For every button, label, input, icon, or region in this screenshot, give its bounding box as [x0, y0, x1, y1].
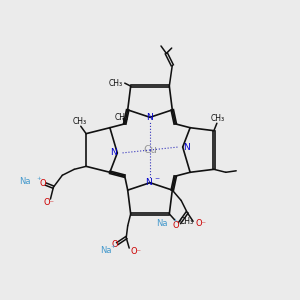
- Text: Cu: Cu: [143, 145, 157, 155]
- Text: N: N: [183, 142, 190, 152]
- Text: Na: Na: [19, 177, 31, 186]
- Text: ⁺: ⁺: [110, 244, 115, 253]
- Text: ⁻: ⁻: [154, 176, 159, 186]
- Text: ⁺: ⁺: [172, 218, 177, 227]
- Text: O⁻: O⁻: [131, 247, 142, 256]
- Text: O: O: [112, 240, 118, 249]
- Text: CH₃: CH₃: [73, 117, 87, 126]
- Text: O⁻: O⁻: [196, 219, 206, 228]
- Text: O: O: [39, 179, 46, 188]
- Text: O⁻: O⁻: [44, 198, 54, 207]
- Text: Na: Na: [156, 219, 167, 228]
- Text: O: O: [173, 221, 179, 230]
- Text: Na: Na: [100, 246, 111, 255]
- Text: ⁺: ⁺: [36, 176, 41, 184]
- Text: N: N: [145, 178, 152, 187]
- Text: N: N: [147, 113, 153, 122]
- Text: CH₃: CH₃: [180, 217, 194, 226]
- Text: N: N: [110, 148, 117, 158]
- Text: CH₃: CH₃: [115, 113, 129, 122]
- Text: CH₃: CH₃: [210, 114, 224, 123]
- Text: CH₃: CH₃: [108, 79, 122, 88]
